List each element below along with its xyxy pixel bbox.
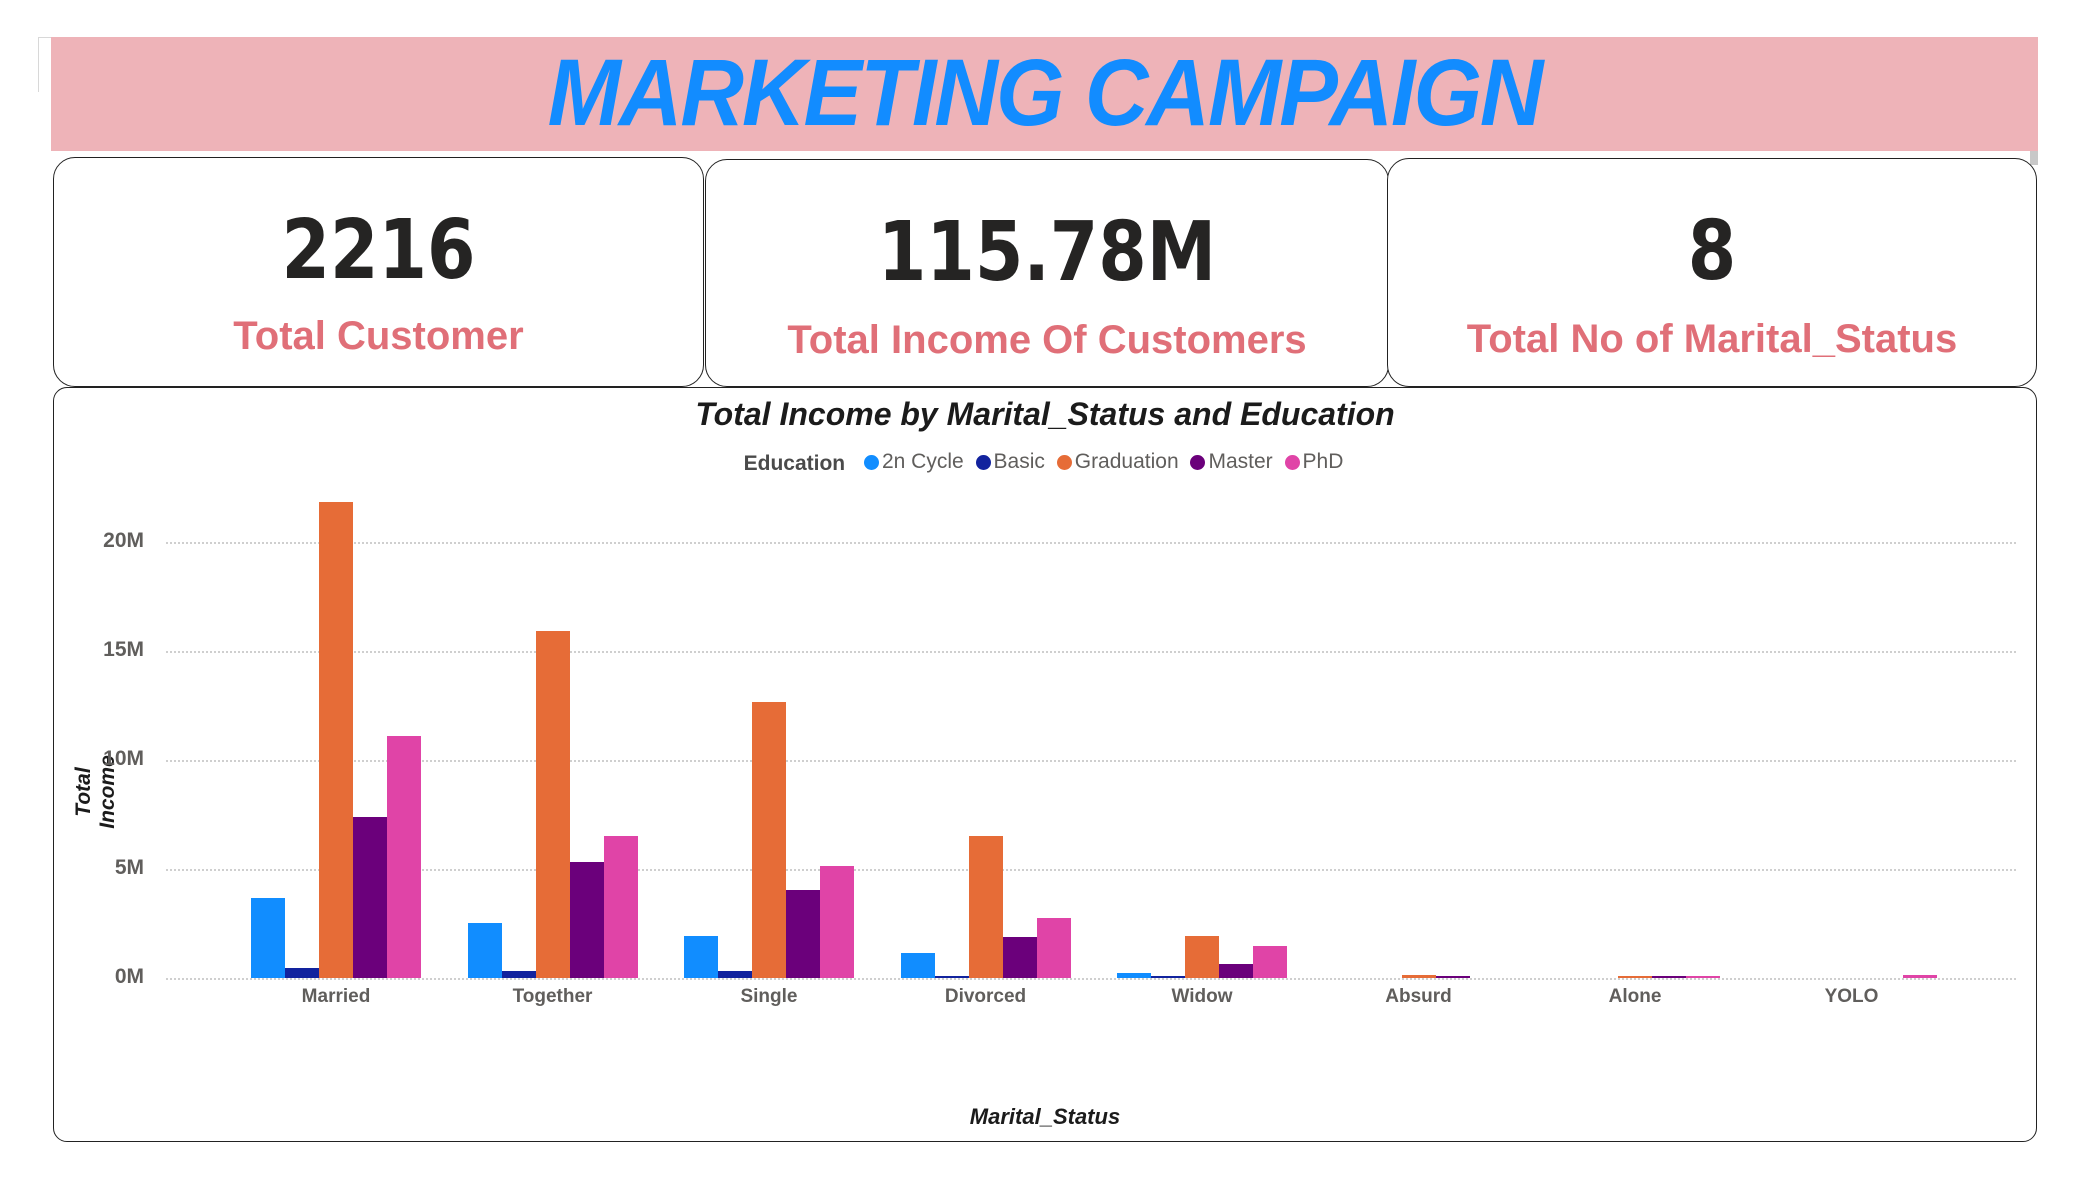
bar-married-phd[interactable] [387, 736, 421, 978]
legend-dot-icon [863, 454, 879, 470]
legend-item-phd[interactable]: PhD [1284, 450, 1344, 474]
bar-married-2n-cycle[interactable] [251, 897, 285, 978]
bar-single-basic[interactable] [718, 970, 752, 978]
bar-widow-master[interactable] [1219, 964, 1253, 978]
bar-divorced-master[interactable] [1002, 937, 1037, 978]
legend-label: PhD [1302, 450, 1344, 473]
banner-shadow [2030, 151, 2038, 165]
bar-married-basic[interactable] [285, 968, 319, 978]
legend-label: Graduation [1074, 450, 1179, 473]
legend-item-master[interactable]: Master [1190, 450, 1273, 474]
legend-item-basic[interactable]: Basic [975, 450, 1045, 474]
kpi-value: 2216 [281, 203, 476, 298]
x-tick-label: Divorced [944, 986, 1027, 1007]
kpi-value: 8 [1687, 204, 1737, 299]
gridline [166, 760, 2016, 762]
title-banner: MARKETING CAMPAIGN [51, 37, 2038, 151]
bar-widow-graduation[interactable] [1185, 935, 1219, 978]
bar-single-master[interactable] [786, 890, 820, 978]
bar-widow-phd[interactable] [1253, 946, 1287, 978]
kpi-label: Total No of Marital_Status [1466, 317, 1958, 361]
legend-dot-icon [1284, 454, 1300, 470]
bar-alone-phd[interactable] [1686, 976, 1720, 978]
bar-together-graduation[interactable] [535, 630, 570, 978]
bar-together-master[interactable] [569, 861, 604, 978]
bar-yolo-phd[interactable] [1902, 975, 1937, 978]
legend-dot-icon [1056, 454, 1072, 470]
kpi-value: 115.78M [877, 205, 1217, 300]
bar-alone-graduation[interactable] [1618, 976, 1652, 978]
bar-absurd-graduation[interactable] [1401, 975, 1436, 978]
y-tick-label: 5M [114, 856, 144, 879]
legend-dot-icon [1190, 454, 1206, 470]
bar-divorced-2n-cycle[interactable] [900, 953, 935, 978]
bar-together-2n-cycle[interactable] [467, 923, 502, 978]
kpi-card-total-customer[interactable]: 2216 Total Customer [53, 157, 704, 387]
chart-legend: Education 2n Cycle Basic Graduation Mast… [54, 450, 2036, 476]
banner-edge [38, 37, 53, 92]
gridline [166, 978, 2016, 980]
legend-item-2n-cycle[interactable]: 2n Cycle [863, 450, 964, 474]
bar-married-master[interactable] [353, 816, 387, 978]
gridline [166, 869, 2016, 871]
gridline [166, 651, 2016, 653]
income-chart[interactable]: Total Income by Marital_Status and Educa… [53, 387, 2037, 1142]
y-tick-label: 20M [103, 529, 144, 552]
gridline [166, 542, 2016, 544]
bar-married-graduation[interactable] [319, 501, 353, 978]
bar-widow-2n-cycle[interactable] [1117, 972, 1151, 978]
bar-divorced-graduation[interactable] [968, 835, 1003, 978]
x-tick-label: Absurd [1385, 986, 1452, 1007]
x-axis-title: Marital_Status [969, 1104, 1121, 1129]
bar-single-2n-cycle[interactable] [684, 935, 718, 978]
bar-together-basic[interactable] [501, 971, 536, 978]
bar-divorced-basic[interactable] [934, 976, 969, 978]
bar-together-phd[interactable] [603, 835, 638, 978]
bar-single-graduation[interactable] [752, 702, 786, 978]
bar-single-phd[interactable] [820, 866, 854, 978]
y-tick-label: 15M [103, 638, 144, 661]
x-tick-label: YOLO [1824, 986, 1879, 1007]
bar-divorced-phd[interactable] [1036, 917, 1071, 978]
legend-label: Basic [993, 450, 1045, 473]
bar-absurd-master[interactable] [1435, 976, 1470, 978]
x-tick-label: Single [740, 986, 798, 1007]
page-title: MARKETING CAMPAIGN [547, 38, 1544, 146]
kpi-card-marital-status-count[interactable]: 8 Total No of Marital_Status [1387, 158, 2037, 387]
legend-item-graduation[interactable]: Graduation [1056, 450, 1179, 474]
chart-title: Total Income by Marital_Status and Educa… [695, 396, 1395, 432]
x-tick-label: Alone [1608, 986, 1662, 1007]
bar-widow-basic[interactable] [1151, 976, 1185, 978]
kpi-label: Total Income Of Customers [787, 318, 1307, 362]
x-tick-label: Together [512, 986, 593, 1007]
y-tick-label: 0M [114, 965, 144, 988]
legend-label: 2n Cycle [881, 450, 964, 473]
legend-title: Education [743, 451, 846, 475]
x-tick-label: Married [301, 986, 371, 1007]
legend-label: Master [1208, 450, 1273, 473]
y-tick-label: 10M [103, 747, 144, 770]
x-tick-label: Widow [1171, 986, 1233, 1007]
legend-dot-icon [975, 454, 991, 470]
kpi-card-total-income[interactable]: 115.78M Total Income Of Customers [705, 159, 1389, 387]
kpi-label: Total Customer [233, 314, 524, 358]
bar-alone-master[interactable] [1652, 976, 1686, 978]
